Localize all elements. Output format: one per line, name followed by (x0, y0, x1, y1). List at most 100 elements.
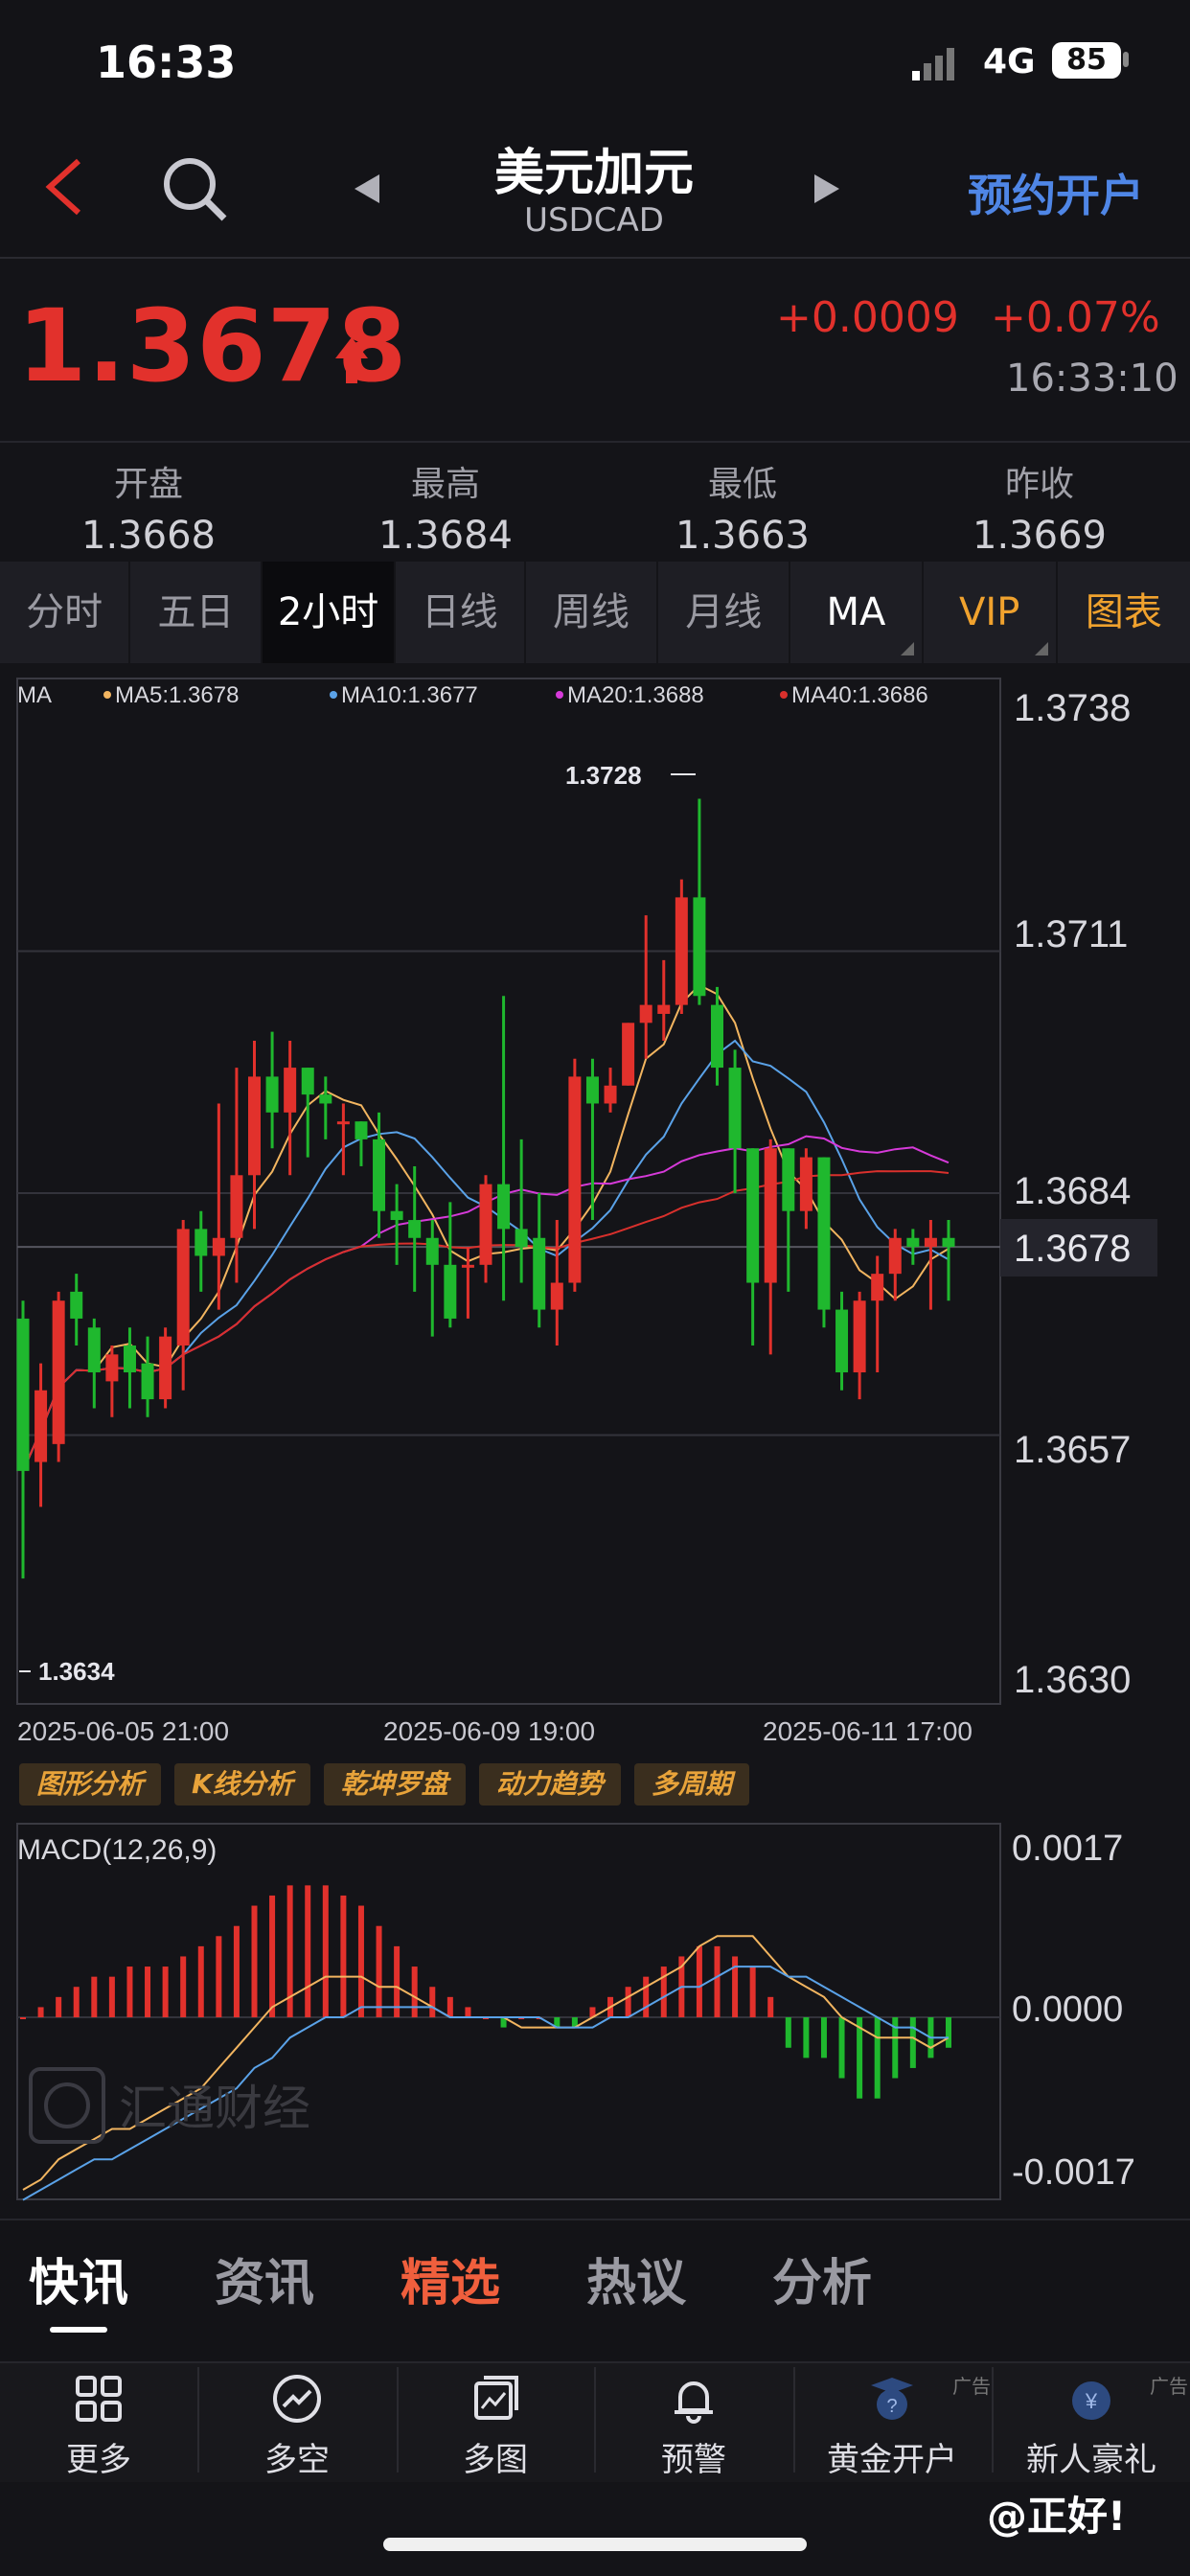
macd-bar (322, 1885, 329, 2017)
candle-body (906, 1237, 920, 1248)
tab-daily[interactable]: 日线 (396, 562, 526, 663)
macd-bar (269, 1895, 276, 2017)
current-price: 1.3678 (17, 288, 408, 404)
candle-body (835, 1309, 849, 1373)
tab-vip[interactable]: VIP (924, 562, 1058, 663)
signal-icon (912, 48, 954, 80)
search-icon[interactable] (157, 151, 234, 228)
open-account-button[interactable]: 预约开户 (968, 170, 1144, 221)
candle-body (408, 1220, 422, 1238)
up-arrow-icon (335, 337, 368, 383)
legend-dot (330, 691, 337, 699)
ad-badge: 广告 (952, 2375, 991, 2398)
tab-intraday[interactable]: 分时 (0, 562, 131, 663)
macd-bar (340, 1895, 347, 2017)
legend-ma20: MA20:1.3688 (567, 682, 704, 708)
tab-weekly[interactable]: 周线 (526, 562, 659, 663)
candle-body (746, 1148, 760, 1283)
macd-frame (16, 1823, 1001, 2200)
tool-compass[interactable]: 乾坤罗盘 (323, 1763, 466, 1806)
candle-body (373, 1138, 386, 1211)
legend-ma5: MA5:1.3678 (115, 682, 239, 708)
candle-body (515, 1229, 528, 1248)
back-arrow-icon[interactable] (38, 153, 96, 220)
tool-kline-analysis[interactable]: K线分析 (174, 1763, 310, 1806)
candle-body (888, 1237, 902, 1275)
nav-more[interactable]: 更多 (0, 2372, 197, 2480)
tab-ma-indicator[interactable]: MA (790, 562, 924, 663)
candle-body (212, 1237, 225, 1256)
candle-body (390, 1210, 403, 1221)
quote-time: 16:33:10 (1006, 356, 1179, 401)
news-tab-analysis[interactable]: 分析 (772, 2255, 873, 2312)
nav-alert[interactable]: 预警 (595, 2372, 792, 2480)
candle-body (924, 1237, 937, 1248)
nav-divider (793, 2367, 795, 2472)
candle-body (479, 1184, 492, 1265)
nav-newbie-gift[interactable]: ¥ 新人豪礼 (993, 2372, 1190, 2480)
y-tick: 1.3684 (1014, 1170, 1131, 1212)
prev-symbol-icon[interactable] (351, 172, 383, 205)
nav-divider (197, 2367, 199, 2472)
nav-gold-account[interactable]: ? 黄金开户 (793, 2372, 991, 2480)
macd-bar (732, 1956, 739, 2017)
kline-chart[interactable]: MA MA5:1.3678 MA10:1.3677 MA20:1.3688 MA… (0, 671, 1190, 1744)
symbol-code: USDCAD (524, 201, 664, 240)
legend-ma40: MA40:1.3686 (791, 682, 928, 708)
candle-body (817, 1157, 831, 1310)
nav-long-short[interactable]: 多空 (198, 2372, 396, 2480)
tool-momentum[interactable]: 动力趋势 (478, 1763, 621, 1806)
macd-bar (892, 2017, 899, 2079)
trend-circle-icon (273, 2375, 321, 2423)
macd-bar (162, 1966, 169, 2017)
news-tab-featured[interactable]: 精选 (400, 2255, 501, 2312)
macd-bar (216, 1936, 222, 2017)
stat-value: 1.3684 (378, 514, 513, 558)
brand-watermark: @正好! (987, 2493, 1127, 2540)
tab-monthly[interactable]: 月线 (658, 562, 791, 663)
macd-bar (108, 1976, 115, 2017)
tab-five-day[interactable]: 五日 (130, 562, 263, 663)
next-symbol-icon[interactable] (811, 172, 843, 205)
tab-chart-settings[interactable]: 图表 (1085, 590, 1162, 634)
macd-chart[interactable]: MACD(12,26,9) 0.0017 0.0000 -0.0017 (0, 1816, 1190, 2214)
nav-label: 预警 (661, 2441, 726, 2479)
stat-value: 1.3663 (675, 514, 810, 558)
macd-bar (446, 1996, 453, 2017)
legend-dot (780, 691, 788, 699)
candle-body (301, 1068, 314, 1095)
nav-multi-chart[interactable]: 多图 (397, 2372, 594, 2480)
news-tab-discussion[interactable]: 热议 (586, 2255, 687, 2312)
news-tab-flash[interactable]: 快讯 (29, 2255, 129, 2312)
multi-chart-icon (474, 2376, 518, 2420)
candle-body (355, 1121, 368, 1139)
candle-body (159, 1336, 172, 1400)
period-tabs: 分时 五日 2小时 日线 周线 月线 MA VIP 图表 (0, 562, 1190, 663)
network-type: 4G (983, 42, 1036, 81)
candle-body (425, 1237, 439, 1265)
home-indicator[interactable] (383, 2538, 807, 2551)
y-tick: 1.3711 (1014, 913, 1128, 955)
price-change: +0.0009 (776, 293, 959, 342)
candle-body (52, 1300, 65, 1444)
candle-body (728, 1068, 742, 1149)
ad-badge: 广告 (1150, 2375, 1188, 2398)
candle-body (141, 1363, 154, 1400)
x-label: 2025-06-11 17:00 (763, 1716, 973, 1744)
macd-bar (500, 2017, 507, 2028)
tab-2h[interactable]: 2小时 (263, 562, 396, 663)
candle-body (764, 1148, 777, 1283)
candle-body (336, 1121, 350, 1125)
macd-bar (785, 2017, 791, 2048)
news-tab-info[interactable]: 资讯 (215, 2255, 315, 2312)
tool-multi-period[interactable]: 多周期 (633, 1763, 749, 1806)
macd-bar (714, 1945, 721, 2017)
tool-pattern-analysis[interactable]: 图形分析 (19, 1763, 162, 1806)
nav-label: 更多 (66, 2441, 131, 2479)
nav-label: 多图 (463, 2441, 528, 2479)
symbol-title: 美元加元 (493, 145, 694, 202)
header-bar (0, 125, 1190, 259)
candle-body (265, 1076, 279, 1113)
nav-label: 新人豪礼 (1026, 2441, 1156, 2479)
tab-ma-label: MA (826, 590, 886, 634)
